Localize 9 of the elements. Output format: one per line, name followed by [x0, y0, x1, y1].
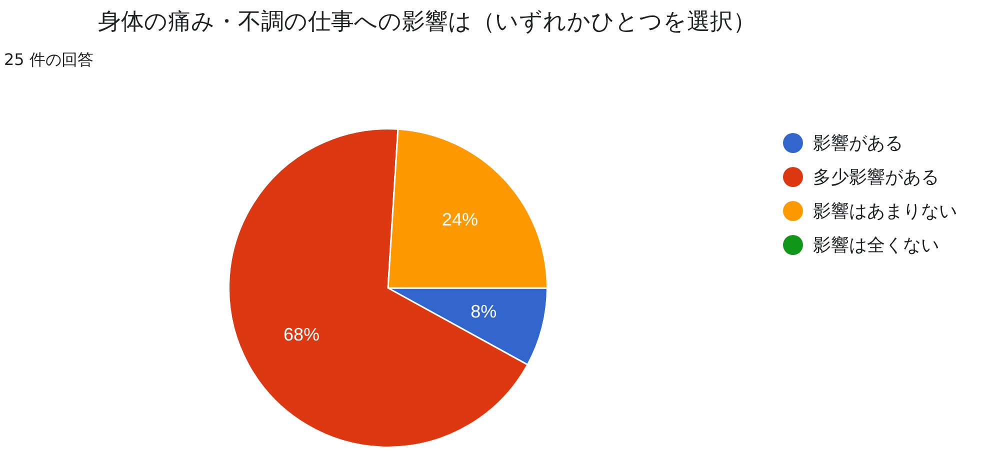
legend-label: 影響は全くない [813, 234, 939, 257]
text: 25 件の回答 [4, 50, 94, 71]
data-label: 24% [442, 209, 478, 230]
data-label: 68% [283, 324, 320, 345]
legend-label: 影響がある [813, 132, 903, 155]
legend-label: 影響はあまりない [813, 200, 957, 223]
data-label: 8% [470, 302, 497, 322]
legend-label: 多少影響がある [813, 166, 939, 189]
chart-title: 身体の痛み・不調の仕事への影響は（いずれかひとつを選択） [98, 8, 756, 37]
